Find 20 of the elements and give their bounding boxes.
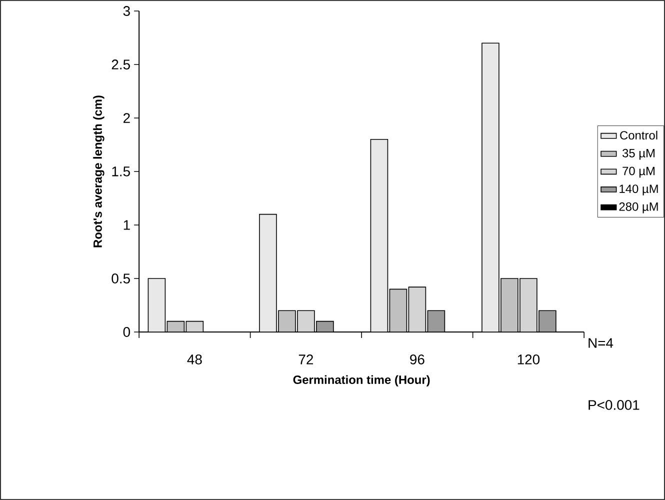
- y-tick-label: 0: [123, 327, 130, 337]
- y-axis-title: Root's average length (cm): [93, 96, 104, 248]
- x-tick-label: 48: [187, 354, 202, 364]
- y-tick-label: 2.5: [112, 60, 130, 70]
- y-tick-label: 2: [123, 113, 130, 123]
- text: P<0.001: [588, 400, 640, 410]
- legend-label: 70 µM: [622, 166, 654, 178]
- x-tick-label: 120: [518, 354, 540, 364]
- x-tick-label: 72: [298, 354, 314, 364]
- legend-label: 140 µM: [620, 184, 658, 196]
- x-axis-title: Germination time (Hour): [293, 375, 430, 386]
- y-tick-label: 1.5: [112, 166, 130, 176]
- y-tick-label: 1: [124, 220, 130, 230]
- text: N=4: [588, 338, 614, 348]
- x-tick-label: 96: [410, 354, 424, 364]
- legend-label: 35 µM: [622, 148, 654, 160]
- y-tick-label: 3: [123, 6, 130, 16]
- legend-label: Control: [620, 130, 658, 140]
- y-tick-label: 0.5: [112, 274, 130, 284]
- legend-label: 280 µM: [619, 202, 658, 214]
